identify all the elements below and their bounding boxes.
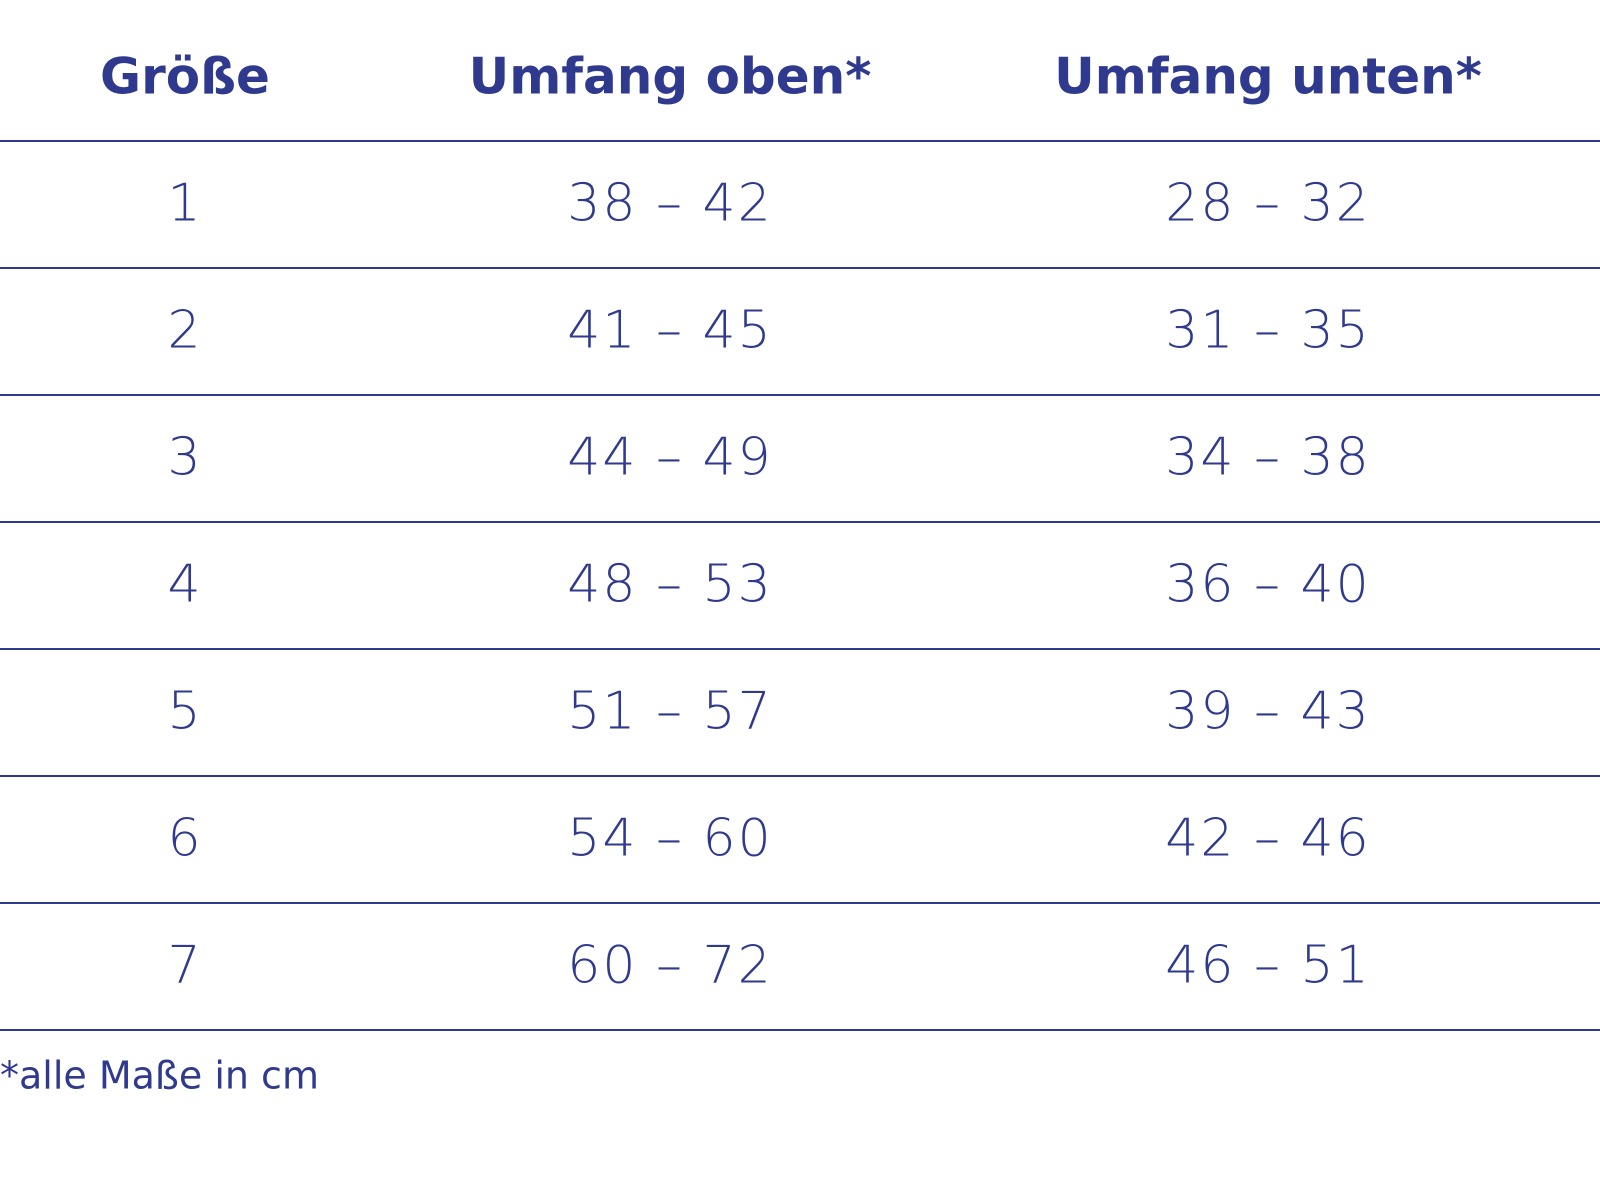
table-cell: 41 – 45: [567, 301, 772, 361]
table-cell: 48 – 53: [567, 555, 772, 615]
table-cell: 54 – 60: [567, 809, 772, 869]
table-cell: 1: [167, 174, 202, 234]
table-cell: 7: [167, 936, 202, 996]
table-cell: 6: [167, 809, 202, 869]
table-cell: 31 – 35: [1165, 301, 1370, 361]
header-cell: Umfang oben*: [469, 48, 872, 106]
table-cell: 44 – 49: [567, 428, 772, 488]
header-cell: Größe: [100, 48, 270, 106]
table-cell: 3: [167, 428, 202, 488]
header-cell: Umfang unten*: [1054, 48, 1482, 106]
table-cell: 42 – 46: [1165, 809, 1370, 869]
table-cell: 51 – 57: [567, 682, 772, 742]
table-cell: 39 – 43: [1165, 682, 1370, 742]
table-cell: 38 – 42: [567, 174, 772, 234]
table-cell: 5: [167, 682, 202, 742]
table-cell: 34 – 38: [1165, 428, 1370, 488]
table-cell: 28 – 32: [1165, 174, 1370, 234]
table-cell: 46 – 51: [1165, 936, 1370, 996]
table-cell: 60 – 72: [567, 936, 772, 996]
table-cell: 36 – 40: [1165, 555, 1370, 615]
footnote: *alle Maße in cm: [0, 1054, 319, 1098]
table-cell: 2: [167, 301, 202, 361]
table-cell: 4: [167, 555, 202, 615]
